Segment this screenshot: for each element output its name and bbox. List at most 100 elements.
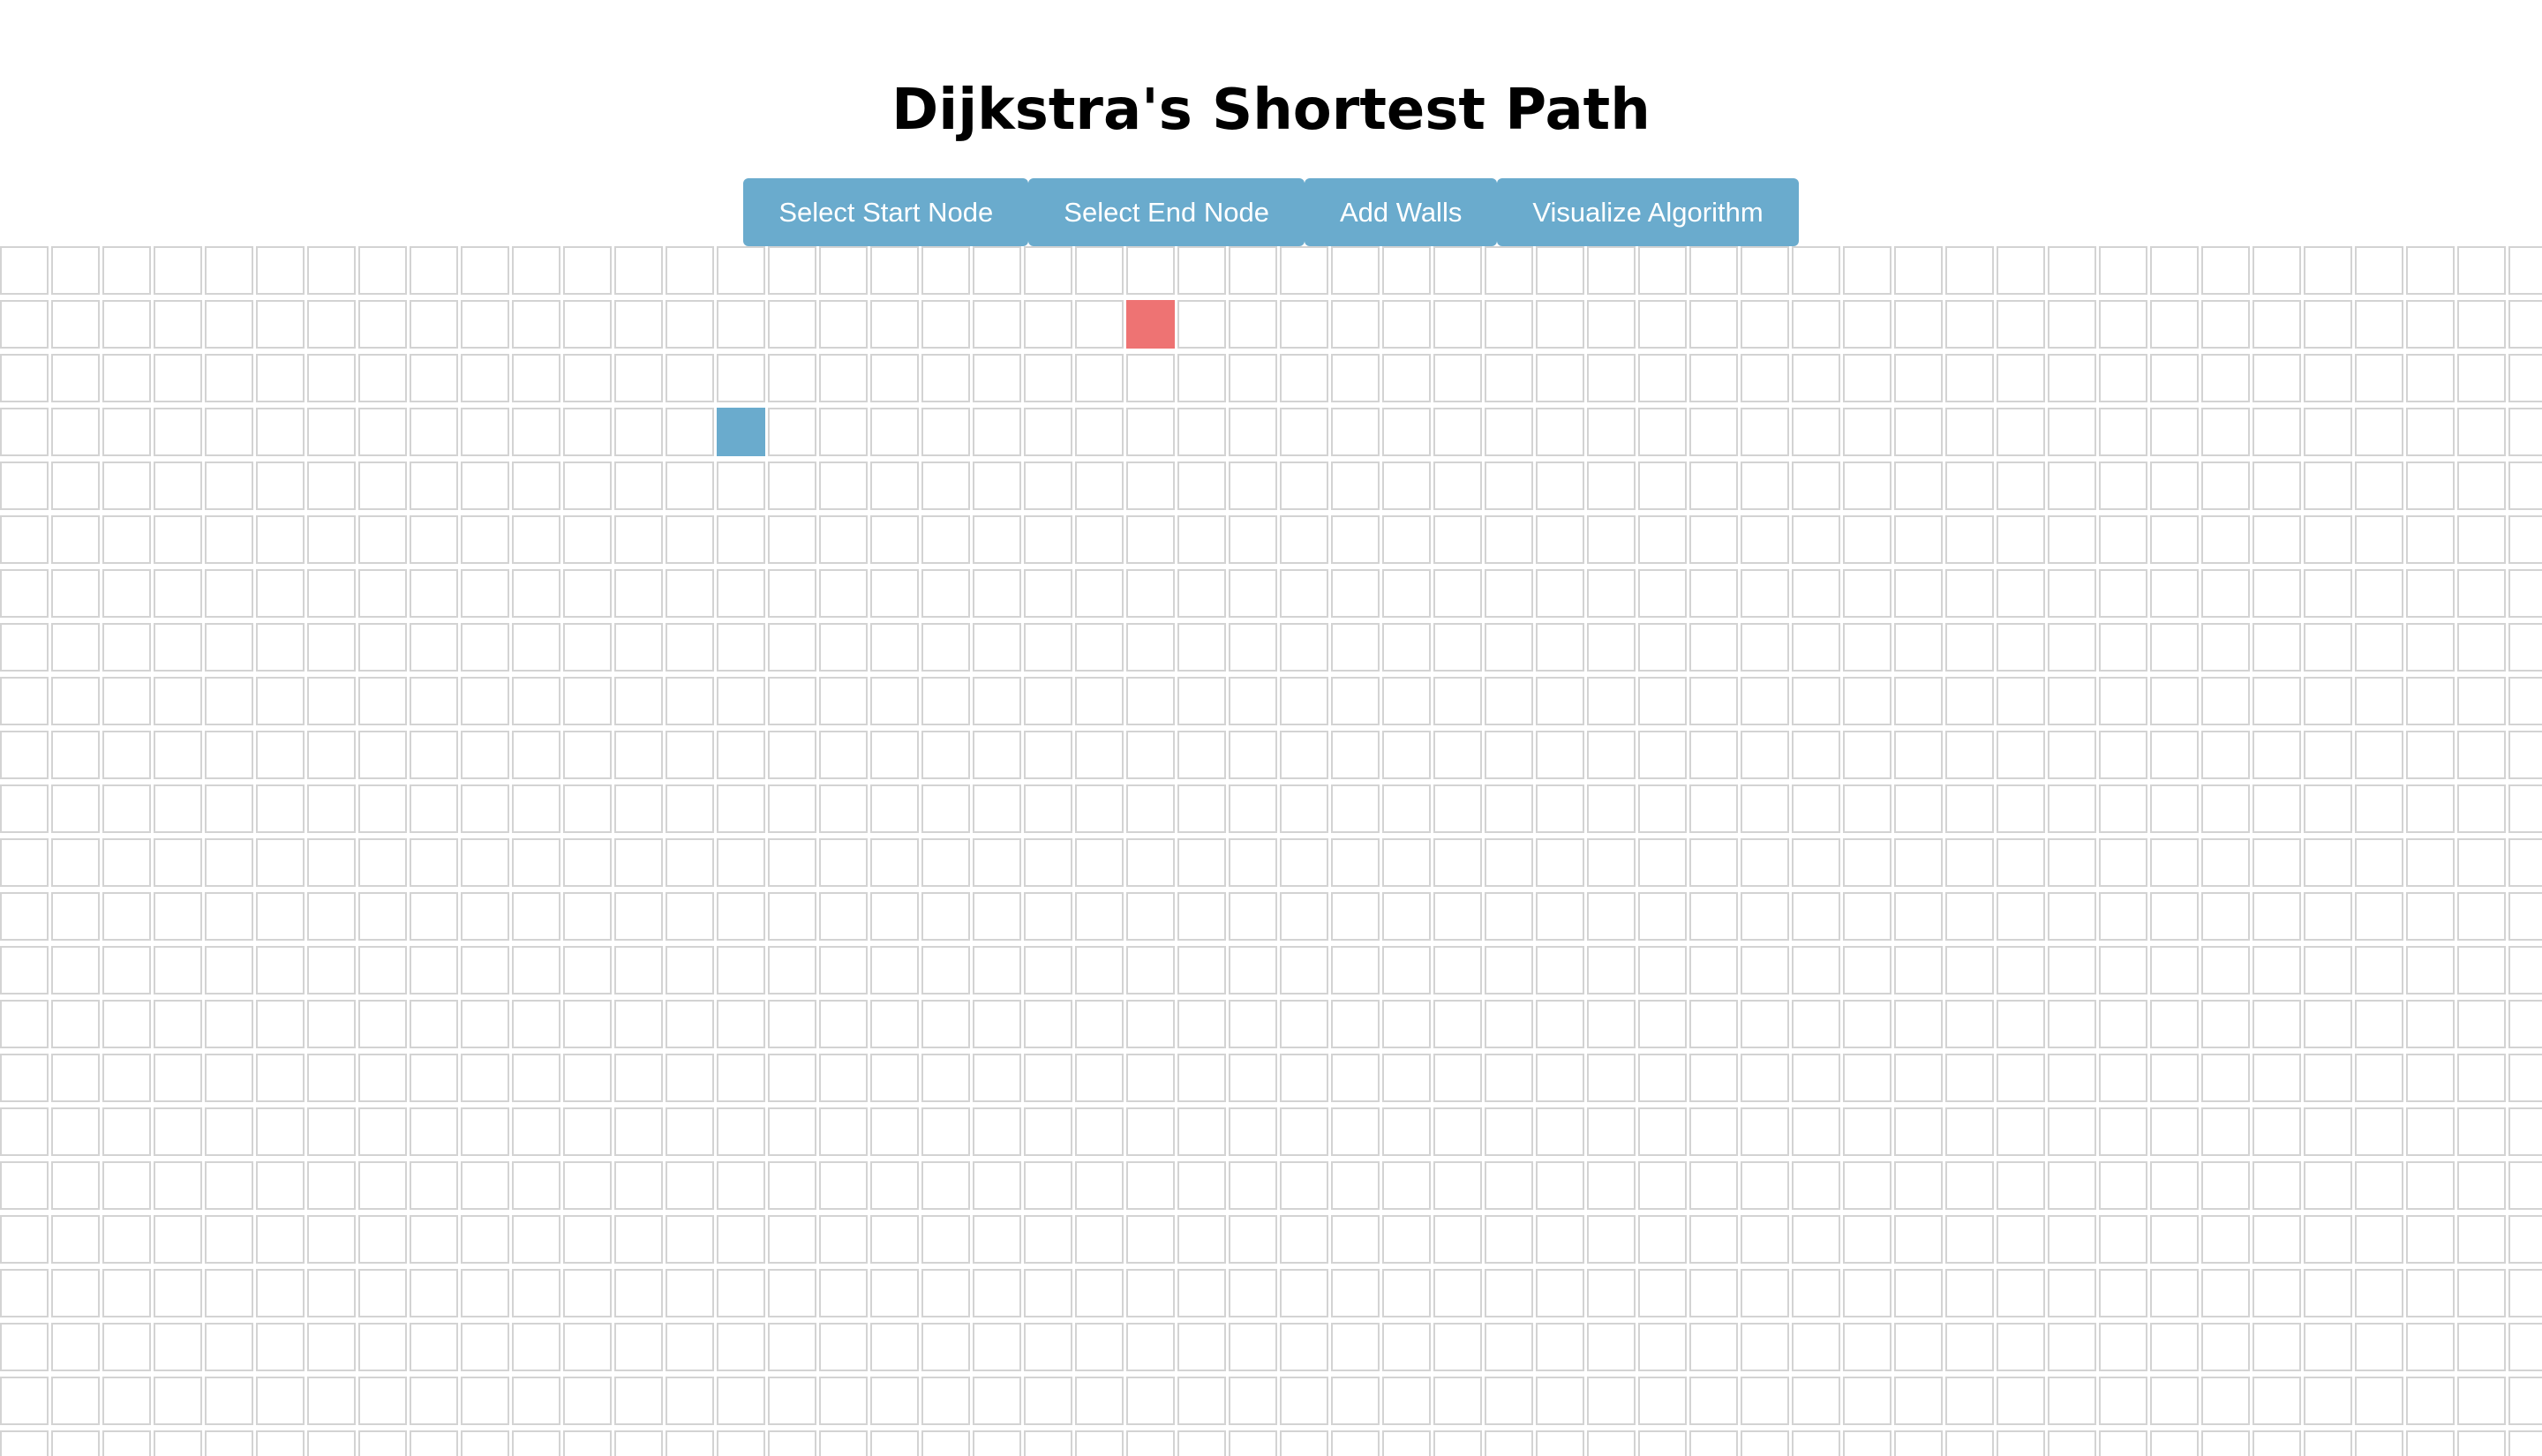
grid-cell[interactable] bbox=[1741, 1000, 1789, 1048]
grid-cell[interactable] bbox=[2406, 1054, 2455, 1102]
grid-cell[interactable] bbox=[512, 354, 560, 402]
grid-cell[interactable] bbox=[2252, 1054, 2301, 1102]
grid-cell[interactable] bbox=[1638, 354, 1687, 402]
grid-cell[interactable] bbox=[1126, 677, 1175, 725]
grid-cell[interactable] bbox=[1741, 1054, 1789, 1102]
grid-cell[interactable] bbox=[1280, 408, 1328, 456]
grid-cell[interactable] bbox=[1433, 300, 1482, 349]
grid-cell[interactable] bbox=[1894, 677, 1943, 725]
grid-cell[interactable] bbox=[563, 354, 612, 402]
grid-cell[interactable] bbox=[2304, 946, 2352, 994]
grid-cell[interactable] bbox=[205, 784, 253, 833]
grid-cell[interactable] bbox=[768, 569, 816, 618]
grid-cell[interactable] bbox=[1433, 892, 1482, 941]
grid-cell[interactable] bbox=[1689, 408, 1738, 456]
grid-cell[interactable] bbox=[1843, 677, 1891, 725]
grid-cell[interactable] bbox=[1331, 1161, 1380, 1210]
grid-cell[interactable] bbox=[921, 1215, 970, 1264]
grid-cell[interactable] bbox=[921, 1430, 970, 1456]
grid-cell[interactable] bbox=[1433, 246, 1482, 295]
grid-cell[interactable] bbox=[1536, 1323, 1584, 1371]
grid-cell[interactable] bbox=[921, 462, 970, 510]
grid-cell[interactable] bbox=[1177, 946, 1226, 994]
grid-cell[interactable] bbox=[1741, 1107, 1789, 1156]
grid-cell[interactable] bbox=[2508, 1000, 2542, 1048]
grid-cell[interactable] bbox=[1280, 1377, 1328, 1425]
grid-cell[interactable] bbox=[102, 1323, 151, 1371]
grid-cell[interactable] bbox=[2508, 246, 2542, 295]
grid-cell[interactable] bbox=[717, 1107, 765, 1156]
grid-cell[interactable] bbox=[1280, 1161, 1328, 1210]
grid-cell[interactable] bbox=[1331, 1215, 1380, 1264]
grid-cell[interactable] bbox=[1433, 1000, 1482, 1048]
grid-cell[interactable] bbox=[819, 354, 868, 402]
grid-cell[interactable] bbox=[870, 354, 919, 402]
grid-cell[interactable] bbox=[2201, 1054, 2250, 1102]
grid-cell[interactable] bbox=[1382, 354, 1431, 402]
grid-cell[interactable] bbox=[307, 784, 356, 833]
grid-cell[interactable] bbox=[1536, 623, 1584, 672]
grid-cell[interactable] bbox=[2099, 1323, 2147, 1371]
grid-cell[interactable] bbox=[870, 1215, 919, 1264]
grid-cell[interactable] bbox=[1689, 246, 1738, 295]
grid-cell[interactable] bbox=[666, 623, 714, 672]
grid-cell[interactable] bbox=[1485, 1323, 1533, 1371]
grid-cell[interactable] bbox=[1741, 354, 1789, 402]
grid-cell[interactable] bbox=[1126, 1323, 1175, 1371]
grid-cell[interactable] bbox=[1638, 1377, 1687, 1425]
grid-cell[interactable] bbox=[563, 838, 612, 887]
grid-cell[interactable] bbox=[1894, 1430, 1943, 1456]
grid-cell[interactable] bbox=[2150, 408, 2199, 456]
grid-cell[interactable] bbox=[1485, 784, 1533, 833]
grid-cell[interactable] bbox=[819, 623, 868, 672]
grid-cell[interactable] bbox=[102, 569, 151, 618]
grid-cell[interactable] bbox=[1945, 1054, 1994, 1102]
grid-cell[interactable] bbox=[461, 408, 509, 456]
grid-cell[interactable] bbox=[1382, 1000, 1431, 1048]
grid-cell[interactable] bbox=[1485, 1215, 1533, 1264]
grid-cell[interactable] bbox=[1997, 1430, 2045, 1456]
grid-cell[interactable] bbox=[1075, 354, 1124, 402]
grid-cell[interactable] bbox=[154, 1215, 202, 1264]
grid-cell[interactable] bbox=[2150, 1323, 2199, 1371]
grid-cell[interactable] bbox=[256, 300, 305, 349]
grid-cell[interactable] bbox=[1485, 515, 1533, 564]
grid-cell[interactable] bbox=[1126, 246, 1175, 295]
grid-cell[interactable] bbox=[1536, 784, 1584, 833]
grid-cell[interactable] bbox=[1894, 354, 1943, 402]
grid-cell[interactable] bbox=[1638, 1269, 1687, 1317]
grid-cell[interactable] bbox=[1229, 784, 1277, 833]
grid-cell[interactable] bbox=[1126, 408, 1175, 456]
grid-cell[interactable] bbox=[614, 1430, 663, 1456]
grid-cell[interactable] bbox=[1792, 1323, 1840, 1371]
grid-cell[interactable] bbox=[2508, 946, 2542, 994]
grid-cell[interactable] bbox=[2201, 946, 2250, 994]
grid-cell[interactable] bbox=[154, 892, 202, 941]
grid-cell[interactable] bbox=[870, 946, 919, 994]
grid-cell[interactable] bbox=[870, 784, 919, 833]
grid-cell[interactable] bbox=[1433, 1161, 1482, 1210]
grid-cell[interactable] bbox=[2457, 1054, 2506, 1102]
grid-cell[interactable] bbox=[2406, 784, 2455, 833]
grid-cell[interactable] bbox=[205, 569, 253, 618]
grid-cell[interactable] bbox=[2252, 731, 2301, 779]
grid-cell[interactable] bbox=[0, 677, 49, 725]
grid-cell[interactable] bbox=[2508, 515, 2542, 564]
grid-cell[interactable] bbox=[1177, 1000, 1226, 1048]
grid-cell[interactable] bbox=[1126, 731, 1175, 779]
grid-cell[interactable] bbox=[512, 569, 560, 618]
grid-cell[interactable] bbox=[1075, 1215, 1124, 1264]
grid-cell[interactable] bbox=[614, 946, 663, 994]
grid-cell[interactable] bbox=[2406, 1269, 2455, 1317]
grid-cell[interactable] bbox=[1024, 731, 1072, 779]
grid-cell[interactable] bbox=[921, 623, 970, 672]
grid-cell[interactable] bbox=[512, 1107, 560, 1156]
grid-cell[interactable] bbox=[768, 1054, 816, 1102]
grid-cell[interactable] bbox=[2457, 1107, 2506, 1156]
grid-cell[interactable] bbox=[614, 515, 663, 564]
grid-cell[interactable] bbox=[819, 1269, 868, 1317]
grid-cell[interactable] bbox=[717, 515, 765, 564]
add-walls-button[interactable]: Add Walls bbox=[1304, 178, 1498, 246]
grid-cell[interactable] bbox=[1843, 784, 1891, 833]
grid-cell[interactable] bbox=[0, 838, 49, 887]
